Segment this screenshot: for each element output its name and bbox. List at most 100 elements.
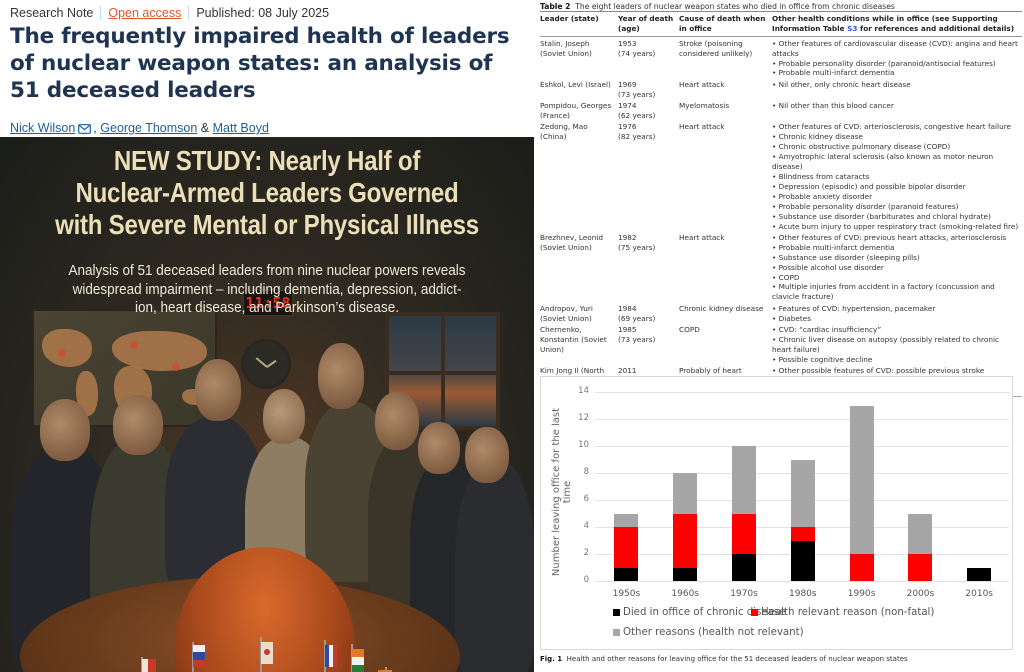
conditions-cell: CVD: “cardiac insufficiency”Chronic live… bbox=[772, 324, 1022, 365]
death-age: (73 years) bbox=[618, 89, 656, 99]
death-year: 1974 bbox=[618, 101, 637, 111]
subtext-line: Analysis of 51 deceased leaders from nin… bbox=[68, 262, 466, 279]
author-and: & bbox=[200, 121, 210, 135]
headline-line: with Severe Mental or Physical Illness bbox=[55, 209, 479, 240]
illustration-image: 11:58 bbox=[0, 137, 534, 672]
condition-item: Substance use disorder (sleeping pills) bbox=[772, 253, 1020, 263]
cause-of-death: Stroke (poisoning considered unlikely) bbox=[679, 38, 753, 58]
bar-segment bbox=[967, 567, 992, 581]
bar-segment bbox=[849, 554, 874, 581]
bar-segment bbox=[790, 540, 815, 581]
y-tick-label: 6 bbox=[583, 494, 589, 504]
figure-caption-text: Health and other reasons for leaving off… bbox=[566, 655, 908, 663]
table-row: Chernenko, Konstantin (Soviet Union) 1985… bbox=[540, 324, 1022, 365]
year-cell: 1982 (75 years) bbox=[618, 231, 679, 302]
death-age: (74 years) bbox=[618, 48, 656, 58]
cause-cell: COPD bbox=[679, 324, 772, 365]
condition-item: Chronic liver disease on autopsy (possib… bbox=[772, 335, 1020, 355]
figure-caption: Fig. 1 Health and other reasons for leav… bbox=[540, 655, 908, 663]
death-age: (62 years) bbox=[618, 111, 656, 121]
article-type: Research Note bbox=[10, 6, 94, 20]
author-link[interactable]: Nick Wilson bbox=[10, 121, 76, 135]
condition-item: Possible cognitive decline bbox=[772, 355, 1020, 365]
cause-of-death: Myelomatosis bbox=[679, 101, 730, 111]
conditions-list: Nil other, only chronic heart disease bbox=[772, 80, 1020, 90]
condition-item: Other features of CVD: arteriosclerosis,… bbox=[772, 122, 1020, 132]
subtext-line: ion, heart disease, and Parkinson’s dise… bbox=[135, 299, 399, 316]
y-tick-label: 12 bbox=[578, 413, 589, 423]
headline-line: Nuclear-Armed Leaders Governed bbox=[75, 177, 459, 208]
leaders-table: Leader (state) Year of death (age) Cause… bbox=[540, 11, 1022, 397]
cause-of-death: COPD bbox=[679, 325, 700, 335]
death-age: (75 years) bbox=[618, 242, 656, 252]
cause-cell: Heart attack bbox=[679, 231, 772, 302]
condition-item: Chronic kidney disease bbox=[772, 132, 1020, 142]
death-year: 1976 bbox=[618, 122, 637, 132]
condition-item: Multiple injuries from accident in a fac… bbox=[772, 282, 1020, 302]
x-tick-label: 1970s bbox=[730, 589, 758, 599]
illustration-headline: NEW STUDY: Nearly Half of Nuclear-Armed … bbox=[37, 145, 496, 241]
cause-cell: Chronic kidney disease bbox=[679, 302, 772, 323]
table-2-panel: Table 2 The eight leaders of nuclear wea… bbox=[540, 0, 1024, 397]
figure-1-panel: Number leaving office for the last time … bbox=[540, 372, 1024, 672]
leader-name: Chernenko, Konstantin (Soviet Union) bbox=[540, 325, 607, 354]
conditions-list: CVD: “cardiac insufficiency”Chronic live… bbox=[772, 325, 1020, 365]
author-link[interactable]: George Thomson bbox=[100, 121, 198, 135]
email-icon[interactable] bbox=[78, 123, 92, 134]
open-access-link[interactable]: Open access bbox=[108, 6, 182, 20]
condition-item: COPD bbox=[772, 273, 1020, 283]
condition-item: Probable anxiety disorder bbox=[772, 192, 1020, 202]
bar-segment bbox=[849, 405, 874, 554]
bar-segment bbox=[908, 513, 933, 554]
legend-swatch bbox=[751, 609, 758, 616]
x-tick-label: 1980s bbox=[789, 589, 817, 599]
column-header: Year of death (age) bbox=[618, 11, 679, 38]
y-axis-title: Number leaving office for the last time bbox=[551, 407, 573, 577]
column-header: Other health conditions while in office … bbox=[772, 11, 1022, 38]
table-header-row: Leader (state) Year of death (age) Cause… bbox=[540, 11, 1022, 38]
author-link[interactable]: Matt Boyd bbox=[212, 121, 269, 135]
y-tick-label: 2 bbox=[583, 548, 589, 558]
bar-segment bbox=[790, 459, 815, 527]
bar-segment bbox=[614, 527, 639, 568]
condition-item: Features of CVD: hypertension, pacemaker bbox=[772, 304, 1020, 314]
death-year: 1984 bbox=[618, 303, 637, 313]
gridline bbox=[595, 446, 1009, 447]
death-age: (82 years) bbox=[618, 132, 656, 142]
legend-item: Other reasons (health not relevant) bbox=[613, 627, 804, 638]
conditions-cell: Nil other than this blood cancer bbox=[772, 100, 1022, 121]
condition-item: Amyotrophic lateral sclerosis (also know… bbox=[772, 152, 1020, 172]
leader-name: Andropov, Yuri (Soviet Union) bbox=[540, 303, 593, 323]
condition-item: CVD: “cardiac insufficiency” bbox=[772, 325, 1020, 335]
headline-line: NEW STUDY: Nearly Half of bbox=[113, 145, 421, 176]
conditions-list: Other features of CVD: previous heart at… bbox=[772, 233, 1020, 302]
table-row: Andropov, Yuri (Soviet Union) 1984 (69 yea… bbox=[540, 302, 1022, 323]
leader-name: Pompidou, Georges (France) bbox=[540, 101, 612, 121]
leader-cell: Chernenko, Konstantin (Soviet Union) bbox=[540, 324, 618, 365]
column-header: Leader (state) bbox=[540, 11, 618, 38]
x-tick-label: 1990s bbox=[847, 589, 876, 599]
x-tick-label: 1950s bbox=[612, 589, 641, 599]
cause-of-death: Heart attack bbox=[679, 232, 725, 242]
condition-item: Other possible features of CVD: possible… bbox=[772, 366, 1020, 376]
condition-item: Diabetes bbox=[772, 314, 1020, 324]
condition-item: Nil other than this blood cancer bbox=[772, 101, 1020, 111]
divider bbox=[188, 6, 190, 20]
table-body: Stalin, Joseph (Soviet Union) 1953 (74 yea… bbox=[540, 37, 1022, 397]
legend-item: Died in office of chronic disease bbox=[613, 607, 786, 618]
gridline bbox=[595, 392, 1009, 393]
table-row: Eshkol, Levi (Israel) 1969 (73 years) Heart… bbox=[540, 78, 1022, 99]
leader-cell: Pompidou, Georges (France) bbox=[540, 100, 618, 121]
doomsday-clock-display: 11:58 bbox=[242, 289, 294, 317]
condition-item: Substance use disorder (barbiturates and… bbox=[772, 212, 1020, 222]
conditions-cell: Other features of CVD: previous heart at… bbox=[772, 231, 1022, 302]
wall-clock-icon bbox=[241, 339, 291, 389]
death-age: (69 years) bbox=[618, 313, 656, 323]
cause-cell: Heart attack bbox=[679, 121, 772, 231]
leader-name: Brezhnev, Leonid (Soviet Union) bbox=[540, 232, 604, 252]
death-year: 1953 bbox=[618, 38, 637, 48]
table-row: Brezhnev, Leonid (Soviet Union) 1982 (75 y… bbox=[540, 231, 1022, 302]
table-s3-link[interactable]: S3 bbox=[847, 23, 858, 33]
condition-item: Nil other, only chronic heart disease bbox=[772, 80, 1020, 90]
year-cell: 1953 (74 years) bbox=[618, 37, 679, 79]
